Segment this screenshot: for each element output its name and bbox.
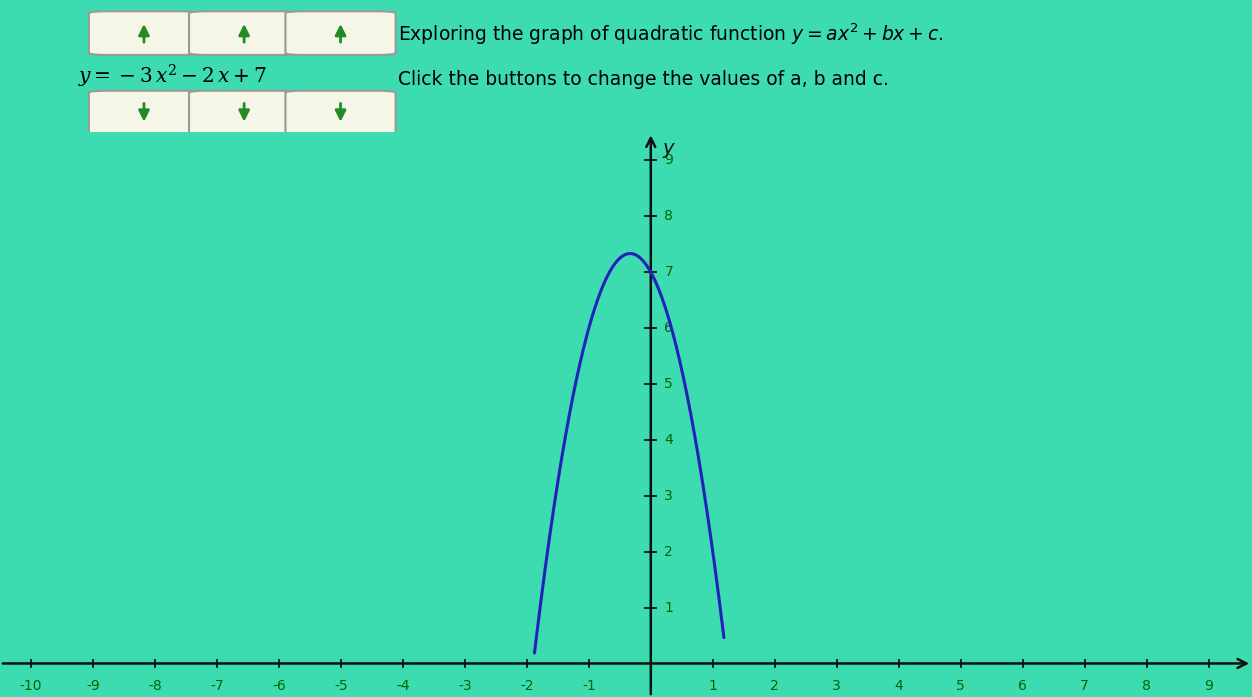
Text: 4: 4 [894,679,903,693]
Text: 5: 5 [957,679,965,693]
Text: -5: -5 [334,679,348,693]
FancyBboxPatch shape [89,11,199,55]
Text: 1: 1 [665,601,674,615]
Text: 2: 2 [770,679,779,693]
Text: -4: -4 [396,679,409,693]
Text: -2: -2 [520,679,533,693]
Text: -6: -6 [272,679,285,693]
Text: -1: -1 [582,679,596,693]
Text: 4: 4 [665,433,674,447]
Text: 8: 8 [1142,679,1151,693]
Text: Exploring the graph of quadratic function $y = ax^2 + bx + c$.: Exploring the graph of quadratic functio… [398,22,944,47]
Text: 8: 8 [665,209,674,223]
Text: 3: 3 [833,679,841,693]
Text: $y = -3\,x^2 - 2\,x + 7$: $y = -3\,x^2 - 2\,x + 7$ [78,63,267,91]
Text: -7: -7 [210,679,224,693]
Text: 3: 3 [665,489,674,503]
Text: 2: 2 [665,544,674,559]
Text: 9: 9 [665,153,674,167]
Text: -3: -3 [458,679,472,693]
Text: -9: -9 [86,679,100,693]
Text: $y$: $y$ [662,141,676,160]
Text: Click the buttons to change the values of a, b and c.: Click the buttons to change the values o… [398,70,889,89]
FancyBboxPatch shape [285,11,396,55]
Text: -8: -8 [148,679,162,693]
FancyBboxPatch shape [89,91,199,135]
Text: -10: -10 [20,679,43,693]
Text: 9: 9 [1204,679,1213,693]
FancyBboxPatch shape [189,11,299,55]
Text: 7: 7 [1080,679,1089,693]
Text: 7: 7 [665,265,674,279]
Text: 5: 5 [665,377,674,391]
Text: 6: 6 [665,321,674,335]
FancyBboxPatch shape [285,91,396,135]
Text: 6: 6 [1018,679,1027,693]
FancyBboxPatch shape [189,91,299,135]
Text: 1: 1 [709,679,717,693]
